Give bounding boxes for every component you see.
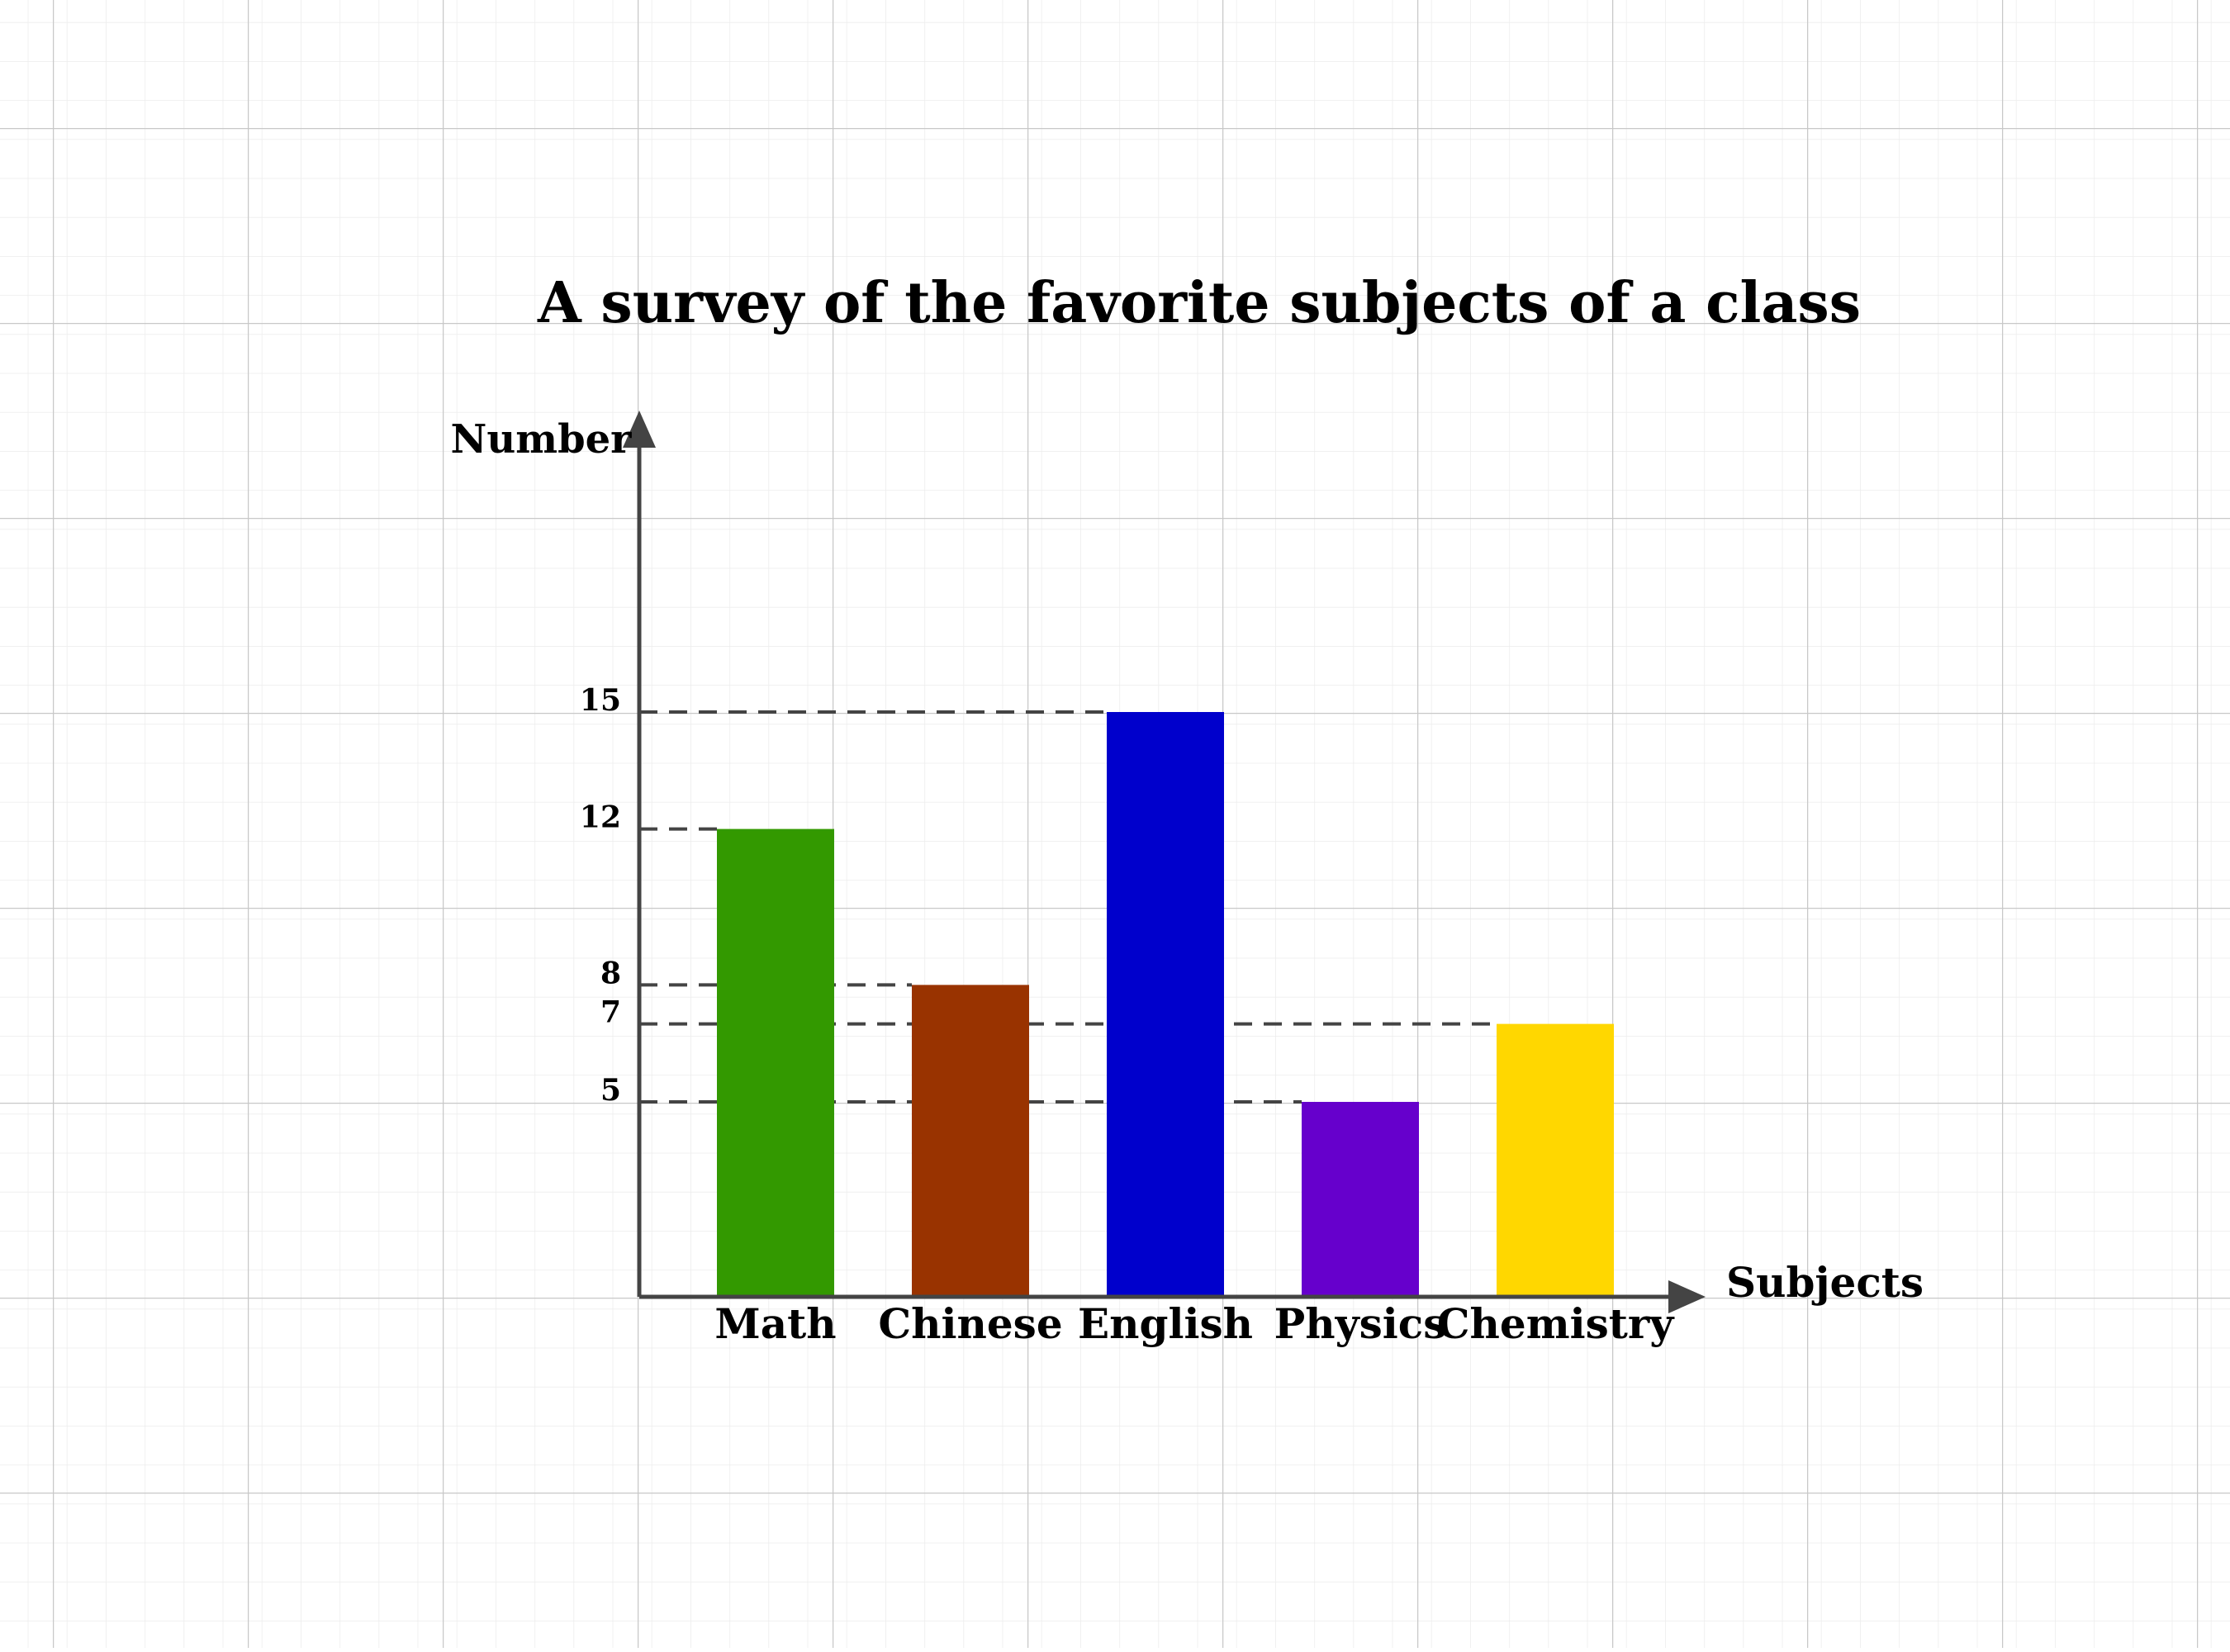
bars [717,712,1614,1297]
bar-physics [1302,1102,1419,1297]
y-tick-label-8: 8 [600,956,621,990]
bar-math [717,828,834,1297]
bar-chemistry [1497,1023,1614,1297]
category-label-math: Math [714,1299,836,1348]
bar-chinese [912,985,1029,1297]
y-tick-labels: 5 7 8 12 15 [580,683,621,1108]
category-label-physics: Physics [1274,1299,1447,1348]
y-axis-label: Number [451,416,633,463]
category-label-chemistry: Chemistry [1437,1299,1675,1348]
x-axis-label: Subjects [1726,1258,1924,1307]
y-tick-label-7: 7 [600,995,621,1030]
category-label-english: English [1078,1299,1253,1348]
y-tick-label-15: 15 [580,683,621,718]
bar-english [1107,712,1224,1297]
category-label-chinese: Chinese [878,1299,1062,1348]
y-tick-label-12: 12 [580,800,621,835]
y-tick-label-5: 5 [600,1073,621,1108]
chart-title: A survey of the favorite subjects of a c… [537,270,1861,336]
